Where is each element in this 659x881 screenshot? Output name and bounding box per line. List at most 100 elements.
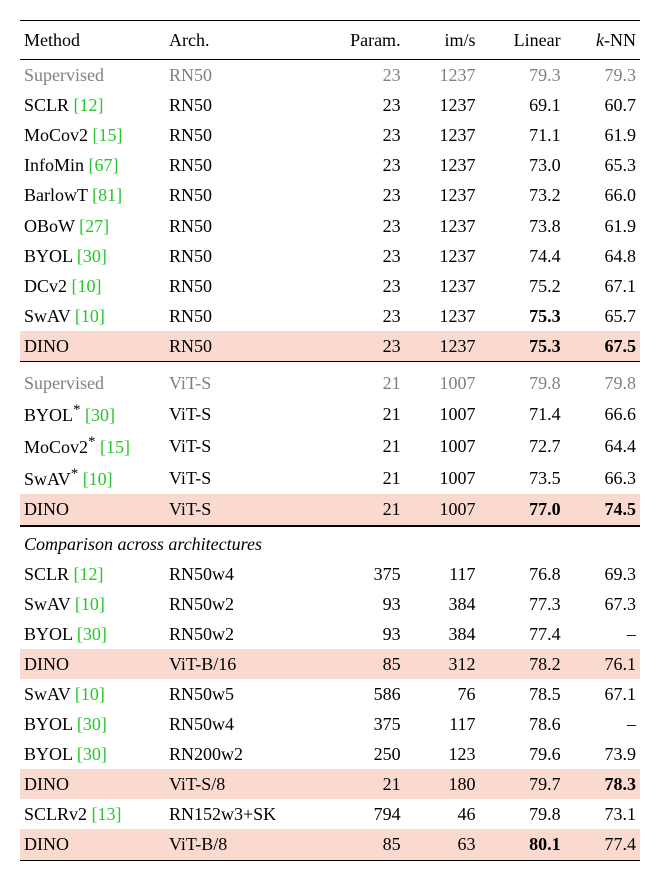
cell-knn: – — [565, 619, 640, 649]
cell-method: SwAV [10] — [20, 589, 165, 619]
cell-linear: 71.1 — [480, 120, 565, 150]
cell-arch: RN50w4 — [165, 559, 319, 589]
cell-linear: 77.4 — [480, 619, 565, 649]
cell-linear: 75.3 — [480, 301, 565, 331]
cell-method: MoCov2* [15] — [20, 430, 165, 462]
cell-method: Supervised — [20, 60, 165, 91]
table-row: DINOViT-S/82118079.778.3 — [20, 769, 640, 799]
table-row: BYOL* [30]ViT-S21100771.466.6 — [20, 398, 640, 430]
cell-linear: 77.3 — [480, 589, 565, 619]
table-row: DINOViT-B/168531278.276.1 — [20, 649, 640, 679]
cell-param: 21 — [319, 462, 404, 494]
cell-method: SwAV [10] — [20, 301, 165, 331]
table-row: SupervisedViT-S21100779.879.8 — [20, 368, 640, 398]
citation[interactable]: [67] — [89, 155, 119, 175]
cell-ims: 1237 — [405, 180, 480, 210]
table-row: BarlowT [81]RN5023123773.266.0 — [20, 180, 640, 210]
citation[interactable]: [15] — [100, 437, 130, 457]
citation[interactable]: [10] — [72, 276, 102, 296]
col-param: Param. — [319, 21, 404, 60]
cell-linear: 78.6 — [480, 709, 565, 739]
citation[interactable]: [30] — [77, 744, 107, 764]
table-row: OBoW [27]RN5023123773.861.9 — [20, 211, 640, 241]
cell-knn: 64.4 — [565, 430, 640, 462]
citation[interactable]: [30] — [77, 246, 107, 266]
cell-arch: ViT-S — [165, 368, 319, 398]
cell-param: 21 — [319, 430, 404, 462]
cell-ims: 384 — [405, 619, 480, 649]
cell-linear: 79.7 — [480, 769, 565, 799]
cell-arch: ViT-B/8 — [165, 829, 319, 860]
cell-knn: 65.3 — [565, 150, 640, 180]
col-knn: k-NN — [565, 21, 640, 60]
section-header: Comparison across architectures — [20, 526, 640, 559]
cell-param: 85 — [319, 829, 404, 860]
cell-ims: 117 — [405, 559, 480, 589]
cell-linear: 75.3 — [480, 331, 565, 362]
cell-knn: 66.0 — [565, 180, 640, 210]
cell-ims: 46 — [405, 799, 480, 829]
table-row: BYOL [30]RN200w225012379.673.9 — [20, 739, 640, 769]
cell-knn: 67.1 — [565, 271, 640, 301]
table-row: DCv2 [10]RN5023123775.267.1 — [20, 271, 640, 301]
cell-knn: 74.5 — [565, 494, 640, 525]
cell-param: 23 — [319, 331, 404, 362]
cell-knn: – — [565, 709, 640, 739]
cell-ims: 1237 — [405, 211, 480, 241]
citation[interactable]: [10] — [75, 594, 105, 614]
citation[interactable]: [15] — [93, 125, 123, 145]
cell-ims: 1007 — [405, 462, 480, 494]
cell-ims: 1237 — [405, 331, 480, 362]
cell-method: BYOL [30] — [20, 619, 165, 649]
cell-ims: 312 — [405, 649, 480, 679]
cell-method: DCv2 [10] — [20, 271, 165, 301]
cell-knn: 73.9 — [565, 739, 640, 769]
citation[interactable]: [13] — [92, 804, 122, 824]
cell-method: SCLR [12] — [20, 90, 165, 120]
table: Method Arch. Param. im/s Linear k-NN Sup… — [20, 20, 640, 861]
cell-method: SCLRv2 [13] — [20, 799, 165, 829]
cell-param: 375 — [319, 709, 404, 739]
cell-linear: 74.4 — [480, 241, 565, 271]
cell-method: BYOL [30] — [20, 709, 165, 739]
cell-param: 23 — [319, 90, 404, 120]
cell-linear: 69.1 — [480, 90, 565, 120]
table-row: DINOViT-B/8856380.177.4 — [20, 829, 640, 860]
cell-ims: 384 — [405, 589, 480, 619]
citation[interactable]: [30] — [77, 624, 107, 644]
cell-param: 23 — [319, 211, 404, 241]
cell-param: 23 — [319, 241, 404, 271]
citation[interactable]: [30] — [85, 405, 115, 425]
table-header-row: Method Arch. Param. im/s Linear k-NN — [20, 21, 640, 60]
table-row: SCLR [12]RN5023123769.160.7 — [20, 90, 640, 120]
cell-param: 23 — [319, 180, 404, 210]
cell-method: MoCov2 [15] — [20, 120, 165, 150]
citation[interactable]: [10] — [75, 306, 105, 326]
citation[interactable]: [10] — [83, 469, 113, 489]
citation[interactable]: [27] — [79, 216, 109, 236]
cell-knn: 66.3 — [565, 462, 640, 494]
cell-arch: ViT-S — [165, 430, 319, 462]
cell-arch: ViT-S — [165, 398, 319, 430]
cell-ims: 1237 — [405, 271, 480, 301]
cell-linear: 73.8 — [480, 211, 565, 241]
citation[interactable]: [12] — [74, 95, 104, 115]
cell-param: 21 — [319, 398, 404, 430]
cell-ims: 1007 — [405, 430, 480, 462]
citation[interactable]: [10] — [75, 684, 105, 704]
citation[interactable]: [81] — [92, 185, 122, 205]
cell-param: 93 — [319, 619, 404, 649]
cell-method: DINO — [20, 829, 165, 860]
cell-method: SwAV* [10] — [20, 462, 165, 494]
cell-param: 23 — [319, 271, 404, 301]
cell-knn: 79.3 — [565, 60, 640, 91]
citation[interactable]: [30] — [77, 714, 107, 734]
table-row: InfoMin [67]RN5023123773.065.3 — [20, 150, 640, 180]
cell-knn: 67.1 — [565, 679, 640, 709]
cell-arch: ViT-S — [165, 462, 319, 494]
table-row: SwAV [10]RN50w29338477.367.3 — [20, 589, 640, 619]
cell-arch: RN50w2 — [165, 589, 319, 619]
cell-knn: 61.9 — [565, 120, 640, 150]
citation[interactable]: [12] — [74, 564, 104, 584]
cell-knn: 69.3 — [565, 559, 640, 589]
